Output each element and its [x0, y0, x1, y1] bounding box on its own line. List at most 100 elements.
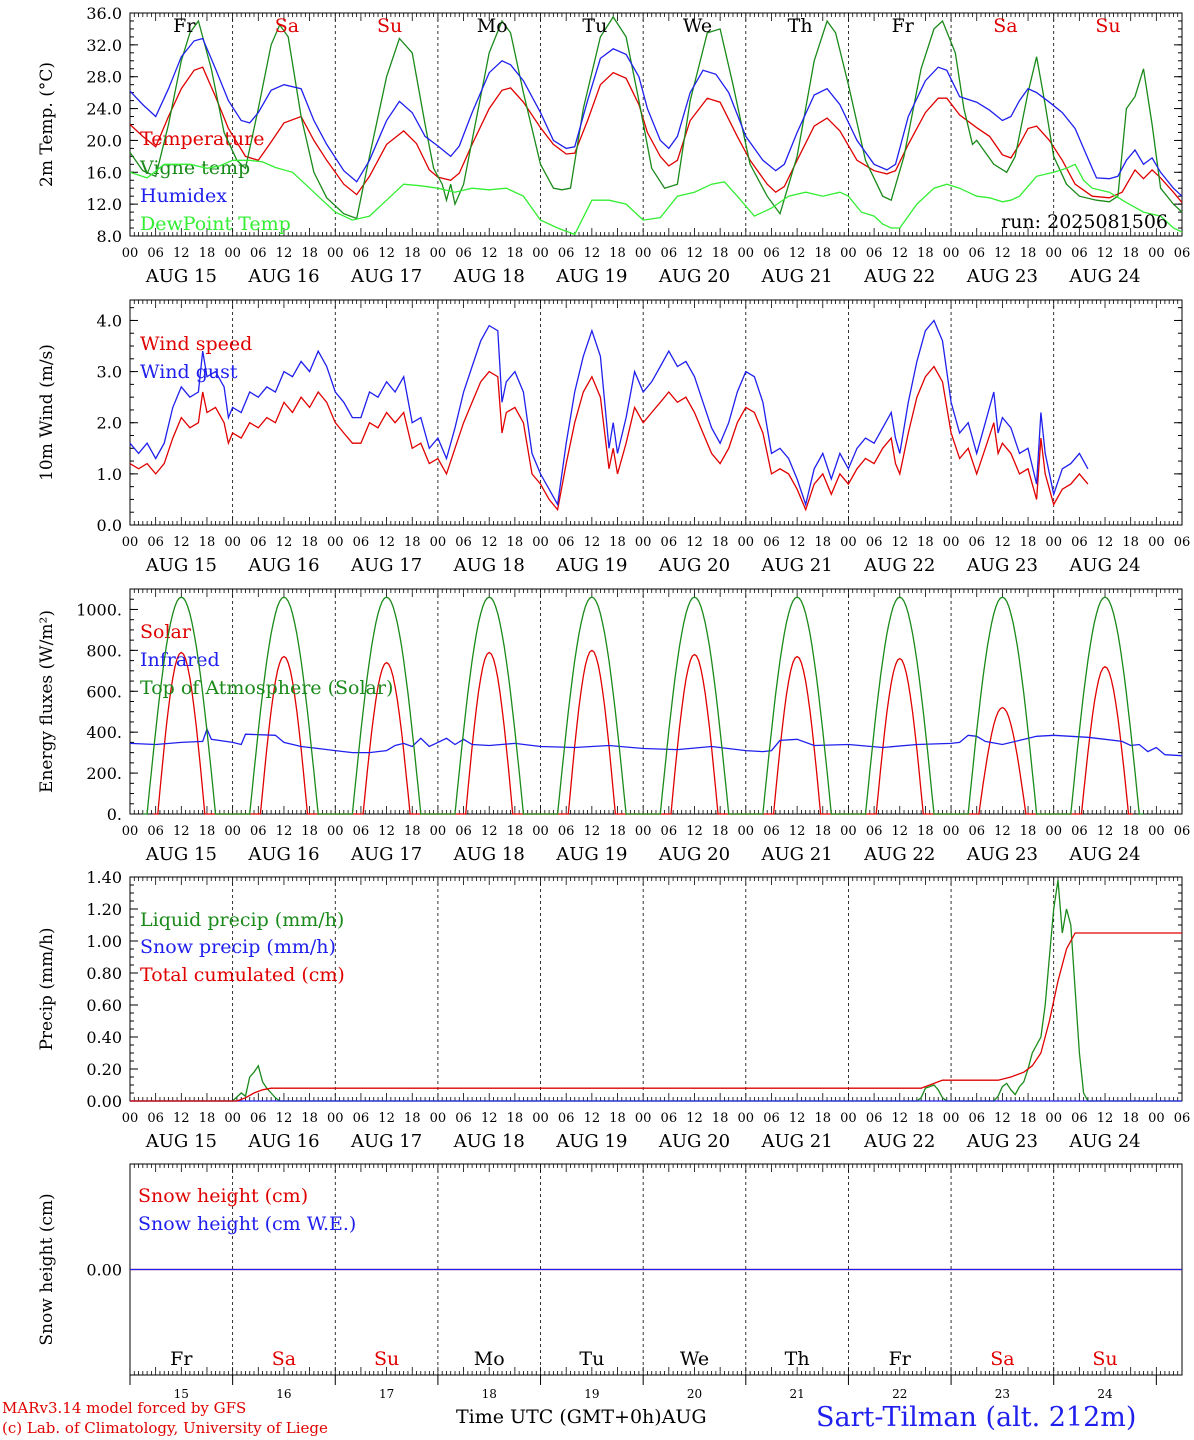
x-tick-label: 00 — [943, 535, 960, 550]
x-tick-label: 00 — [430, 1111, 447, 1126]
date-label: AUG 23 — [966, 555, 1038, 576]
x-tick-label: 12 — [378, 824, 395, 839]
date-label: AUG 18 — [453, 555, 525, 576]
x-tick-label: 12 — [481, 246, 498, 261]
x-tick-label: 06 — [763, 535, 780, 550]
x-tick-label: 18 — [507, 1111, 524, 1126]
x-tick-label: 06 — [1174, 824, 1191, 839]
date-label: AUG 20 — [658, 555, 730, 576]
y-tick-label: 0.00 — [86, 1261, 122, 1280]
weekday-label-bottom: Fr — [889, 1348, 912, 1370]
x-tick-label: 18 — [404, 824, 421, 839]
x-tick-label: 12 — [789, 1111, 806, 1126]
y-tick-label: 0.00 — [86, 1092, 122, 1111]
x-tick-label: 12 — [891, 824, 908, 839]
x-tick-label: 00 — [224, 1111, 241, 1126]
y-axis-title: Energy fluxes (W/m²) — [37, 610, 57, 793]
day-number: 23 — [995, 1387, 1010, 1401]
legend-entry: Vigne temp — [139, 157, 250, 179]
date-label: AUG 15 — [145, 1131, 217, 1152]
date-label: AUG 18 — [453, 1131, 525, 1152]
y-tick-label: 1.40 — [86, 868, 122, 887]
x-tick-label: 00 — [532, 535, 549, 550]
x-tick-label: 06 — [763, 824, 780, 839]
panel-2: 0.0 1.0 2.0 3.0 4.0 10m Wind (m/s) 00 06 12 18 00 0… — [37, 299, 1190, 576]
run-label: run: 2025081506 — [1001, 211, 1168, 233]
date-label: AUG 24 — [1068, 555, 1140, 576]
y-tick-label: 4.0 — [97, 311, 122, 330]
x-tick-label: 12 — [686, 824, 703, 839]
legend-entry: DewPoint Temp — [140, 213, 291, 235]
x-tick-label: 18 — [1020, 1111, 1037, 1126]
x-tick-label: 06 — [455, 246, 472, 261]
legend-entry: Snow height (cm W.E.) — [138, 1213, 356, 1235]
y-tick-label: 0. — [107, 805, 122, 824]
x-tick-label: 12 — [994, 1111, 1011, 1126]
x-tick-label: 06 — [968, 246, 985, 261]
x-tick-label: 00 — [1148, 1111, 1165, 1126]
x-tick-label: 00 — [1148, 824, 1165, 839]
x-tick-label: 00 — [635, 824, 652, 839]
x-tick-label: 12 — [378, 1111, 395, 1126]
x-tick-label: 12 — [1097, 246, 1114, 261]
model-credit: MARv3.14 model forced by GFS — [2, 1399, 247, 1417]
x-tick-label: 12 — [276, 246, 293, 261]
y-tick-label: 0.40 — [86, 1028, 122, 1047]
x-tick-label: 18 — [815, 246, 832, 261]
weekday-label-bottom: Fr — [170, 1348, 193, 1370]
x-tick-label: 06 — [558, 535, 575, 550]
x-tick-label: 00 — [122, 535, 139, 550]
x-tick-label: 00 — [1045, 824, 1062, 839]
x-tick-label: 18 — [404, 246, 421, 261]
x-tick-label: 00 — [122, 246, 139, 261]
x-tick-label: 00 — [1045, 535, 1062, 550]
date-label: AUG 21 — [761, 1131, 833, 1152]
x-tick-label: 18 — [609, 246, 626, 261]
x-tick-label: 18 — [1122, 1111, 1139, 1126]
x-tick-label: 12 — [481, 824, 498, 839]
x-tick-label: 18 — [507, 246, 524, 261]
legend-entry: Wind gust — [140, 361, 238, 383]
x-tick-label: 00 — [840, 246, 857, 261]
panel-frame — [129, 299, 1183, 526]
y-axis-title: Snow height (cm) — [37, 1193, 57, 1345]
date-label: AUG 19 — [555, 555, 627, 576]
x-tick-label: 00 — [430, 824, 447, 839]
legend-entry: Liquid precip (mm/h) — [140, 909, 344, 931]
x-tick-label: 06 — [353, 246, 370, 261]
legend-entry: Solar — [140, 621, 192, 643]
y-tick-label: 3.0 — [97, 363, 122, 382]
x-tick-label: 18 — [301, 1111, 318, 1126]
x-tick-label: 00 — [943, 246, 960, 261]
x-tick-label: 18 — [1122, 246, 1139, 261]
panel-frame — [129, 12, 1183, 237]
x-tick-label: 00 — [1045, 1111, 1062, 1126]
x-tick-label: 06 — [661, 824, 678, 839]
x-tick-label: 06 — [250, 824, 267, 839]
y-tick-label: 0.0 — [97, 516, 122, 535]
x-tick-label: 06 — [1071, 1111, 1088, 1126]
x-tick-label: 00 — [532, 246, 549, 261]
x-tick-label: 12 — [994, 246, 1011, 261]
date-label: AUG 22 — [863, 266, 935, 287]
y-tick-label: 0.80 — [86, 964, 122, 983]
y-axis-title: 2m Temp. (°C) — [37, 62, 57, 187]
x-tick-label: 00 — [327, 535, 344, 550]
day-number: 17 — [379, 1387, 394, 1401]
x-tick-label: 00 — [840, 1111, 857, 1126]
x-tick-label: 18 — [1020, 824, 1037, 839]
y-tick-label: 1.0 — [97, 465, 122, 484]
x-tick-label: 06 — [558, 824, 575, 839]
x-tick-label: 12 — [584, 1111, 601, 1126]
x-tick-label: 18 — [507, 824, 524, 839]
y-tick-label: 800. — [86, 641, 122, 660]
y-tick-label: 400. — [86, 723, 122, 742]
x-tick-label: 00 — [430, 535, 447, 550]
x-tick-label: 18 — [404, 1111, 421, 1126]
x-tick-label: 00 — [532, 1111, 549, 1126]
x-tick-label: 18 — [712, 535, 729, 550]
weekday-label: Tu — [582, 15, 607, 37]
date-label: AUG 17 — [350, 555, 422, 576]
x-tick-label: 18 — [1122, 824, 1139, 839]
